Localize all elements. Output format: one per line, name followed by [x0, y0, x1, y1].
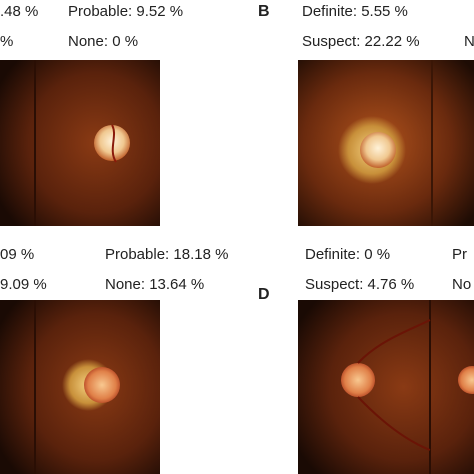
optic-disc: [94, 125, 130, 161]
text: Suspect: 22.22 %: [302, 33, 420, 50]
fundus-image: [298, 300, 474, 474]
text: Probable: 9.52 %: [68, 3, 183, 20]
text: None: 13.64 %: [105, 276, 204, 293]
panel-b: B Definite: 5.55 % Suspect: 22.22 % N: [258, 3, 474, 226]
panel-c: 09 % Probable: 18.18 % 9.09 % None: 13.6…: [0, 246, 228, 474]
optic-disc: [341, 363, 375, 397]
text: .48 %: [0, 3, 38, 20]
text: Probable: 18.18 %: [105, 246, 228, 263]
text: No: [452, 276, 471, 293]
optic-disc: [360, 132, 396, 168]
text: N: [464, 33, 474, 50]
text: 09 %: [0, 246, 34, 263]
optic-disc: [458, 366, 474, 394]
text: %: [0, 33, 13, 50]
fundus-image: [0, 60, 160, 226]
text: Definite: 0 %: [305, 246, 390, 263]
panel-label: B: [258, 3, 270, 20]
vessel: [111, 124, 117, 163]
vessel: [357, 319, 431, 451]
text: Suspect: 4.76 %: [305, 276, 414, 293]
text: 9.09 %: [0, 276, 47, 293]
panel-a: .48 % Probable: 9.52 % % None: 0 %: [0, 3, 183, 226]
panel-d: D Definite: 0 % Pr Suspect: 4.76 % No: [258, 246, 474, 474]
text: Pr: [452, 246, 467, 263]
text: None: 0 %: [68, 33, 138, 50]
optic-disc: [84, 367, 120, 403]
panel-label: D: [258, 286, 270, 303]
text: Definite: 5.55 %: [302, 3, 408, 20]
